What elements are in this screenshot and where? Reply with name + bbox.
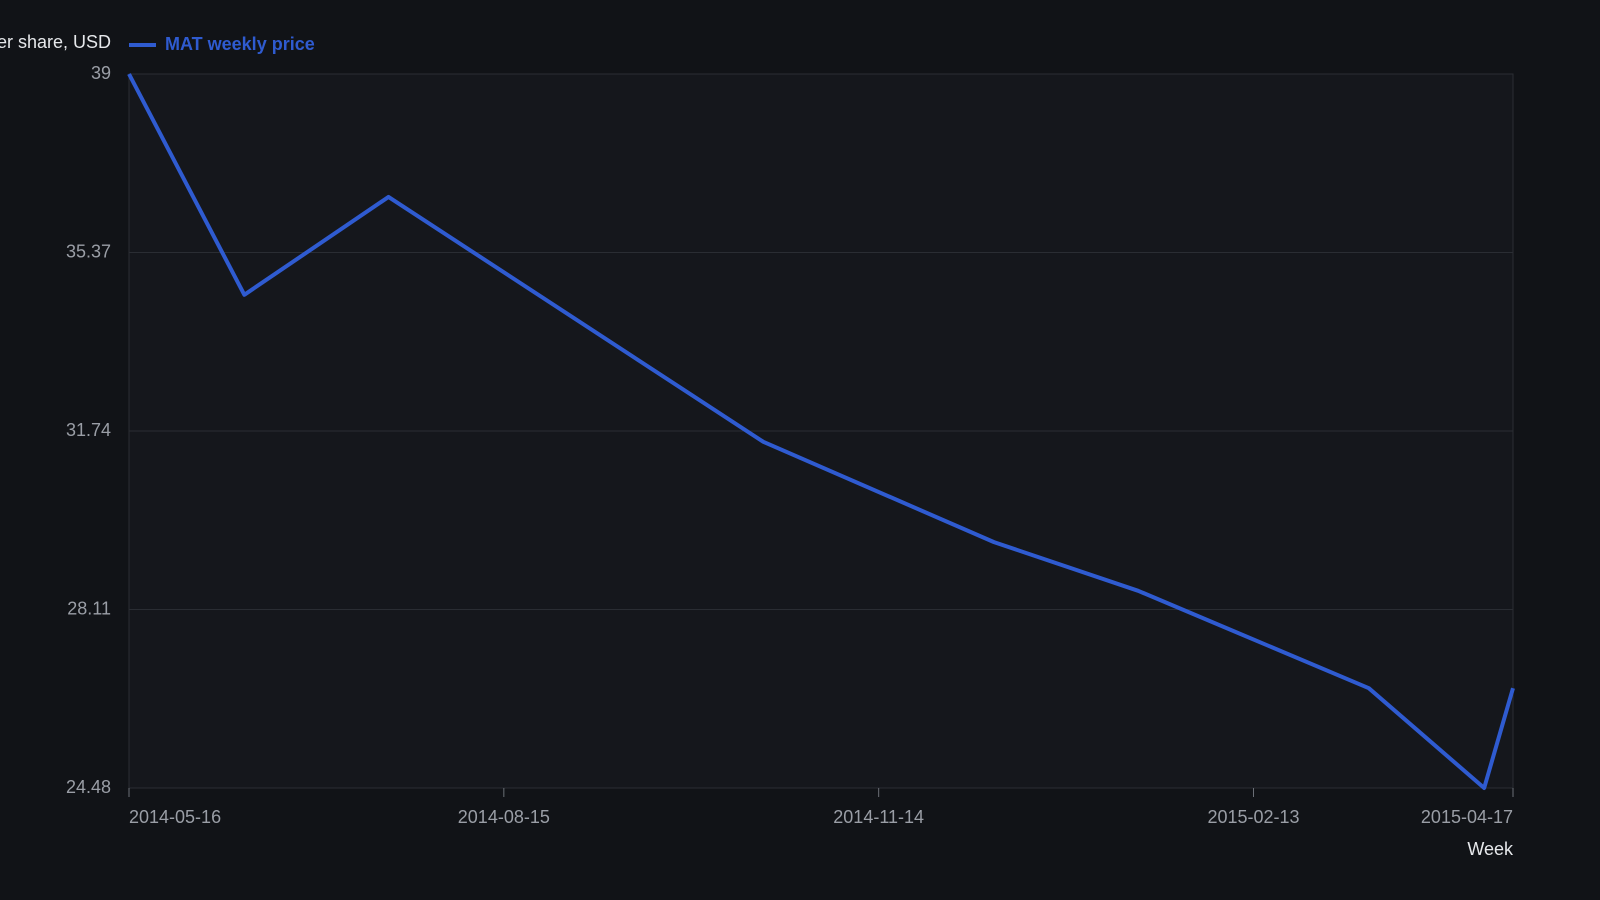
x-tick-label: 2015-02-13 (1207, 807, 1299, 827)
x-tick-label: 2014-05-16 (129, 807, 221, 827)
x-tick-label: 2015-04-17 (1421, 807, 1513, 827)
legend-label: MAT weekly price (165, 34, 315, 54)
y-axis-title: Price per share, USD (0, 32, 111, 52)
y-tick-label: 28.11 (67, 598, 111, 618)
y-tick-label: 31.74 (66, 420, 111, 440)
x-tick-label: 2014-08-15 (458, 807, 550, 827)
x-axis-title: Week (1467, 839, 1514, 859)
x-tick-label: 2014-11-14 (833, 807, 924, 827)
price-line (127, 73, 1515, 790)
y-tick-label: 24.48 (66, 777, 111, 797)
y-tick-label: 35.37 (66, 241, 111, 261)
y-tick-label: 39 (91, 63, 111, 83)
